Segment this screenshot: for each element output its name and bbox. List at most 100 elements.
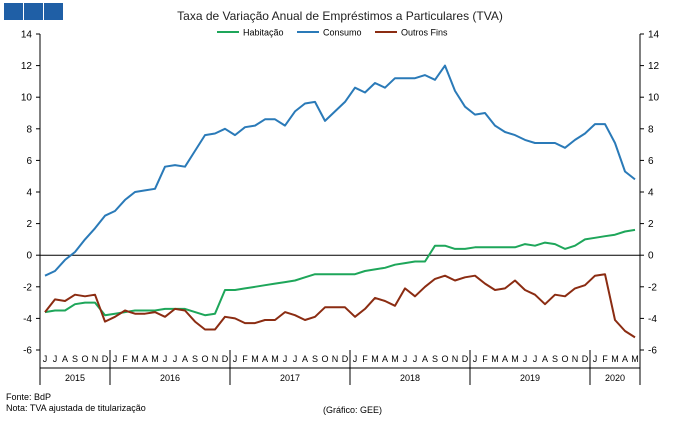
x-tick-label: F [242, 354, 248, 364]
x-tick-label: A [502, 354, 508, 364]
y-tick-label-right: 10 [648, 93, 660, 104]
x-tick-label: M [611, 354, 619, 364]
y-tick-label-right: -4 [648, 314, 657, 325]
x-tick-label: M [511, 354, 519, 364]
legend-label-1: Habitação [243, 28, 284, 38]
x-tick-label: J [53, 354, 58, 364]
x-tick-label: M [271, 354, 279, 364]
x-tick-label: J [533, 354, 538, 364]
logo-square-2 [24, 3, 43, 20]
x-tick-label: O [81, 354, 88, 364]
series-line-1 [44, 228, 636, 317]
y-tick-label-right: 2 [648, 219, 654, 230]
x-tick-label: M [491, 354, 499, 364]
logo-square-3 [44, 3, 63, 20]
footnote: Nota: TVA ajustada de titularização [6, 403, 146, 413]
x-tick-label: J [43, 354, 48, 364]
x-tick-label: J [233, 354, 238, 364]
year-label: 2020 [605, 373, 625, 383]
x-tick-label: D [102, 354, 109, 364]
x-tick-label: S [552, 354, 558, 364]
y-tick-label-left: 6 [26, 156, 32, 167]
y-tick-label-right: 6 [648, 156, 654, 167]
legend-label-3: Outros Fins [401, 28, 448, 38]
x-tick-label: D [462, 354, 469, 364]
y-tick-label-right: 0 [648, 251, 654, 262]
x-tick-label: A [182, 354, 188, 364]
y-tick-label-right: 14 [648, 30, 660, 41]
y-tick-label-right: -2 [648, 282, 657, 293]
y-tick-label-left: 10 [21, 93, 33, 104]
x-tick-label: N [332, 354, 339, 364]
y-tick-label-left: 2 [26, 219, 32, 230]
x-tick-label: F [122, 354, 128, 364]
x-tick-label: A [62, 354, 68, 364]
x-tick-label: A [302, 354, 308, 364]
x-tick-label: M [631, 354, 639, 364]
x-tick-label: J [593, 354, 598, 364]
x-tick-label: J [163, 354, 168, 364]
x-tick-label: N [572, 354, 579, 364]
x-tick-label: M [151, 354, 159, 364]
y-tick-label-left: -4 [23, 314, 32, 325]
year-label: 2017 [280, 373, 300, 383]
x-tick-label: A [382, 354, 388, 364]
x-tick-label: F [362, 354, 368, 364]
x-tick-label: J [283, 354, 288, 364]
year-label: 2015 [65, 373, 85, 383]
y-tick-label-left: 14 [21, 30, 33, 41]
y-tick-label-left: 4 [26, 188, 32, 199]
legend-label-2: Consumo [323, 28, 362, 38]
x-tick-label: J [403, 354, 408, 364]
legend: Habitação Consumo Outros Fins [217, 28, 448, 38]
x-tick-label: F [602, 354, 608, 364]
y-tick-label-left: 12 [21, 61, 33, 72]
x-tick-label: A [262, 354, 268, 364]
x-tick-label: M [391, 354, 399, 364]
y-tick-label-left: -2 [23, 282, 32, 293]
year-label: 2019 [520, 373, 540, 383]
year-label: 2018 [400, 373, 420, 383]
chart-credit: (Gráfico: GEE) [323, 405, 383, 415]
x-tick-label: A [622, 354, 628, 364]
y-tick-label-left: 8 [26, 124, 32, 135]
x-tick-label: J [293, 354, 298, 364]
x-tick-label: S [72, 354, 78, 364]
x-tick-label: S [312, 354, 318, 364]
series-line-2 [44, 64, 636, 277]
y-tick-label-right: 12 [648, 61, 660, 72]
x-tick-label: J [173, 354, 178, 364]
x-tick-label: S [192, 354, 198, 364]
x-tick-label: O [561, 354, 568, 364]
x-tick-label: M [371, 354, 379, 364]
x-tick-label: J [413, 354, 418, 364]
x-tick-label: J [353, 354, 358, 364]
x-tick-label: F [482, 354, 488, 364]
x-tick-label: D [582, 354, 589, 364]
year-label: 2016 [160, 373, 180, 383]
y-tick-label-right: -6 [648, 346, 657, 357]
x-tick-label: D [342, 354, 349, 364]
x-tick-label: N [452, 354, 459, 364]
x-tick-label: J [523, 354, 528, 364]
y-tick-label-right: 8 [648, 124, 654, 135]
x-tick-label: N [92, 354, 99, 364]
x-tick-label: A [422, 354, 428, 364]
x-tick-label: O [201, 354, 208, 364]
x-tick-label: O [321, 354, 328, 364]
series-line-3 [44, 273, 636, 339]
x-tick-label: A [142, 354, 148, 364]
series-group [44, 64, 636, 339]
y-tick-label-right: 4 [648, 188, 654, 199]
x-tick-label: O [441, 354, 448, 364]
x-tick-label: S [432, 354, 438, 364]
y-tick-label-left: 0 [26, 251, 32, 262]
x-tick-label: D [222, 354, 229, 364]
x-tick-label: N [212, 354, 219, 364]
source-note: Fonte: BdP [6, 392, 52, 402]
chart-title: Taxa de Variação Anual de Empréstimos a … [177, 9, 503, 23]
x-tick-label: M [251, 354, 259, 364]
y-tick-label-left: -6 [23, 346, 32, 357]
